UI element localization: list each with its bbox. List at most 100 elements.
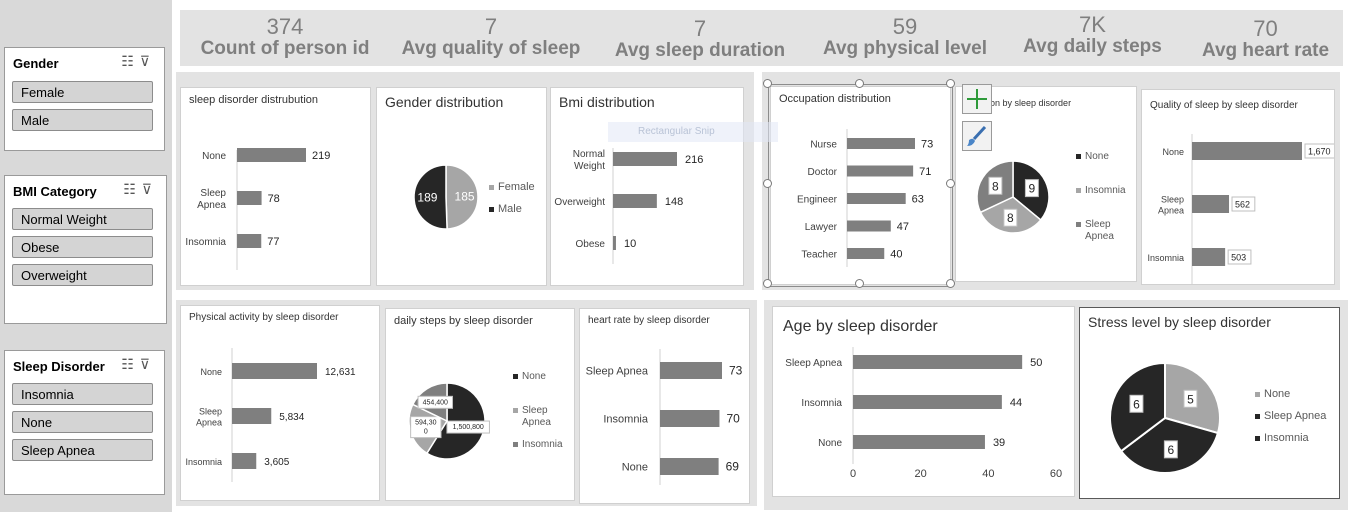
category-label: Insomnia — [1147, 253, 1184, 263]
tick-label: 60 — [1050, 468, 1062, 480]
category-label: Apnea — [197, 200, 226, 211]
category-label: Insomnia — [801, 398, 842, 409]
slicer-item-normal-weight[interactable]: Normal Weight — [12, 208, 153, 230]
category-label: Engineer — [797, 195, 838, 206]
category-label: Weight — [574, 161, 605, 172]
gender-slicer: Gender ☷⊽ Female Male — [4, 47, 165, 151]
resize-handle[interactable] — [763, 279, 772, 288]
resize-handle[interactable] — [946, 279, 955, 288]
age-by-disorder-card[interactable]: Age by sleep disorder Sleep Apnea 50 Insom… — [772, 306, 1075, 497]
kpi-steps: 7K Avg daily steps — [1010, 14, 1175, 58]
gender-slicer-title: Gender — [13, 56, 59, 71]
plus-icon — [967, 89, 987, 109]
clear-filter-icon[interactable]: ⊽ — [141, 181, 158, 197]
resize-handle[interactable] — [763, 79, 772, 88]
kpi-value: 70 — [1253, 16, 1278, 41]
sleep-slicer-title: Sleep Disorder — [13, 359, 105, 374]
kpi-heart-rate: 70 Avg heart rate — [1188, 18, 1343, 62]
chart-title: Age by sleep disorder — [783, 318, 938, 335]
resize-handle[interactable] — [855, 79, 864, 88]
slicer-item-female[interactable]: Female — [12, 81, 153, 103]
bar — [613, 236, 616, 250]
resize-handle[interactable] — [763, 179, 772, 188]
occupation-distribution-card[interactable]: Occupation distribution Nurse 73 Doctor 71 E… — [770, 86, 951, 285]
bmi-slicer: BMI Category ☷⊽ Normal Weight Obese Over… — [4, 175, 167, 324]
data-label-box — [446, 420, 490, 434]
slicer-item-sleep-apnea[interactable]: Sleep Apnea — [12, 439, 153, 461]
category-label: Sleep — [200, 188, 226, 199]
quality-by-disorder-card[interactable]: Quality of sleep by sleep disorder None 1… — [1141, 89, 1335, 285]
data-label: 73 — [729, 364, 743, 378]
bmi-slicer-title: BMI Category — [13, 184, 97, 199]
data-label: 78 — [268, 193, 280, 205]
data-label: 70 — [726, 412, 740, 426]
legend-swatch — [489, 207, 494, 212]
multi-select-icon[interactable]: ☷⊽ — [123, 181, 158, 197]
resize-handle[interactable] — [946, 79, 955, 88]
chart-styles-button[interactable] — [962, 121, 992, 151]
category-label: Sleep Apnea — [586, 366, 649, 378]
stress-by-disorder-card[interactable]: Stress level by sleep disorder 5 6 6 None Sl… — [1079, 307, 1340, 499]
heart-rate-card[interactable]: heart rate by sleep disorder Sleep Apnea… — [579, 308, 750, 504]
data-label: 5 — [1187, 392, 1194, 406]
multi-select-icon[interactable]: ☷⊽ — [121, 53, 156, 69]
physical-activity-card[interactable]: Physical activity by sleep disorder None… — [180, 305, 380, 501]
data-label: 189 — [417, 190, 437, 204]
category-label: None — [1162, 147, 1184, 157]
data-label-box — [1304, 143, 1334, 159]
bar — [232, 363, 317, 379]
slicer-item-male[interactable]: Male — [12, 109, 153, 131]
data-label: 6 — [1168, 443, 1175, 457]
clear-filter-icon[interactable]: ⊽ — [139, 53, 156, 69]
kpi-label: Avg sleep duration — [614, 40, 786, 61]
data-label: 39 — [993, 437, 1005, 449]
bar — [237, 191, 262, 205]
daily-steps-card[interactable]: daily steps by sleep disorder 1,500,800 5… — [385, 308, 575, 501]
slicer-item-overweight[interactable]: Overweight — [12, 264, 153, 286]
legend-label: None — [522, 371, 546, 382]
data-label: 6 — [1133, 397, 1140, 411]
sleep-disorder-distribution-card[interactable]: sleep disorder distrubution None 219 Sleep… — [180, 87, 371, 286]
tick-label: 20 — [915, 468, 927, 480]
bar — [853, 355, 1023, 369]
data-label: 47 — [897, 221, 909, 233]
legend-swatch — [1076, 188, 1081, 193]
slicer-item-obese[interactable]: Obese — [12, 236, 153, 258]
bar — [847, 193, 906, 204]
chart-elements-button[interactable] — [962, 84, 992, 114]
data-label: 71 — [919, 166, 931, 178]
legend-swatch — [513, 374, 518, 379]
sleep-disorder-slicer: Sleep Disorder ☷⊽ Insomnia None Sleep Ap… — [4, 350, 165, 495]
data-label: 216 — [685, 154, 703, 166]
data-label: 69 — [726, 460, 740, 474]
slicer-item-insomnia[interactable]: Insomnia — [12, 383, 153, 405]
kpi-label: Avg physical level — [822, 38, 988, 59]
kpi-label: Avg quality of sleep — [401, 38, 581, 59]
chart-title: sleep disorder distrubution — [189, 94, 319, 106]
legend-label: None — [1264, 388, 1290, 400]
clear-filter-icon[interactable]: ⊽ — [139, 356, 156, 372]
bar — [660, 458, 719, 475]
bar — [613, 194, 657, 208]
category-label: None — [818, 438, 842, 449]
chart-title: Stress level by sleep disorder — [1088, 314, 1271, 330]
resize-handle[interactable] — [855, 279, 864, 288]
chart-title: Occupation distribution — [779, 93, 891, 105]
data-label-box — [410, 416, 442, 439]
chart-title: Gender distribution — [385, 94, 504, 110]
chart-title: S uration by sleep disorder — [964, 98, 1072, 108]
gender-distribution-card[interactable]: Gender distribution 185 189 Female Male — [376, 87, 547, 286]
legend-swatch — [489, 185, 494, 190]
duration-by-disorder-card[interactable]: S uration by sleep disorder 9 8 8 None Insom… — [955, 86, 1137, 282]
multi-select-icon[interactable]: ☷⊽ — [121, 356, 156, 372]
resize-handle[interactable] — [946, 179, 955, 188]
category-label: Apnea — [196, 418, 222, 428]
bmi-distribution-card[interactable]: Bmi distribution Normal Weight 216 Overweig… — [550, 87, 744, 286]
category-label: Lawyer — [805, 222, 838, 233]
data-label: 148 — [665, 196, 683, 208]
slicer-item-none[interactable]: None — [12, 411, 153, 433]
legend-swatch — [1255, 436, 1260, 441]
